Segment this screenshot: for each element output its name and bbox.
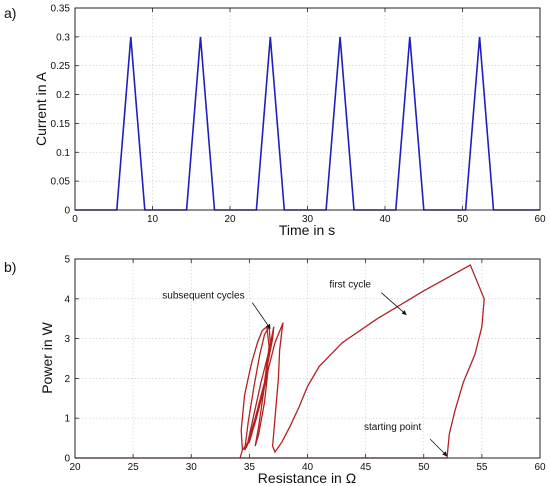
annotation-label: starting point (364, 422, 421, 433)
plot-frame-b (74, 258, 541, 459)
x-tick-label: 40 (379, 214, 391, 225)
y-tick-label: 0.25 (51, 61, 71, 72)
grid-b (74, 258, 541, 459)
panel-label-b: b) (4, 259, 16, 275)
y-tick-label: 0 (64, 454, 70, 465)
x-tick-label: 50 (457, 214, 469, 225)
y-tick-label: 0.05 (51, 177, 71, 188)
y-tick-label: 0.1 (56, 148, 70, 159)
plot-frame-a (74, 7, 541, 211)
y-ticks-b: 0 1 2 3 4 5 (64, 255, 540, 465)
x-tick-label: 0 (72, 214, 78, 225)
annotation-label: first cycle (329, 280, 371, 291)
chart-a: a) 0 10 20 30 40 50 60 00.050.10.150.20.250.30… (4, 4, 546, 239)
y-tick-label: 5 (64, 255, 70, 266)
x-tick-label: 60 (534, 462, 546, 473)
x-tick-label: 25 (128, 462, 140, 473)
x-tick-label: 50 (418, 462, 430, 473)
grid-a (74, 7, 541, 211)
x-tick-label: 20 (69, 462, 81, 473)
x-tick-label: 45 (360, 462, 372, 473)
x-tick-label: 20 (224, 214, 236, 225)
x-axis-label-b: Resistance in Ω (258, 470, 356, 486)
y-tick-label: 0.3 (56, 32, 70, 43)
panel-label-a: a) (4, 5, 16, 21)
y-axis-label-b: Power in W (39, 321, 55, 393)
x-ticks-b: 20 25 30 35 40 45 50 55 60 (69, 259, 546, 473)
annotation-arrow (251, 302, 271, 330)
y-ticks-a: 0 0.05 0.1 0.15 0.2 0.25 0.3 0.35 (51, 4, 540, 217)
y-tick-label: 0 (64, 206, 70, 217)
x-tick-label: 30 (302, 214, 314, 225)
x-tick-label: 30 (186, 462, 198, 473)
y-tick-label: 4 (64, 294, 70, 305)
x-tick-label: 55 (476, 462, 488, 473)
annotation-label: subsequent cycles (162, 291, 244, 302)
x-tick-label: 10 (147, 214, 159, 225)
y-tick-label: 3 (64, 334, 70, 345)
x-axis-label-a: Time in s (279, 222, 335, 238)
y-tick-label: 0.35 (51, 4, 71, 15)
y-tick-label: 2 (64, 374, 70, 385)
annotation-arrow (381, 292, 407, 316)
y-tick-label: 0.2 (56, 90, 70, 101)
x-tick-label: 60 (534, 214, 546, 225)
x-tick-label: 40 (302, 462, 314, 473)
annotations-b: subsequent cycles first cycle starting poi… (162, 280, 448, 457)
x-tick-label: 35 (244, 462, 256, 473)
series-power-resistance (75, 264, 485, 459)
annotation-arrow (429, 438, 448, 457)
y-tick-label: 1 (64, 414, 70, 425)
y-tick-label: 0.15 (51, 119, 71, 130)
y-axis-label-a: Current in A (33, 71, 49, 146)
